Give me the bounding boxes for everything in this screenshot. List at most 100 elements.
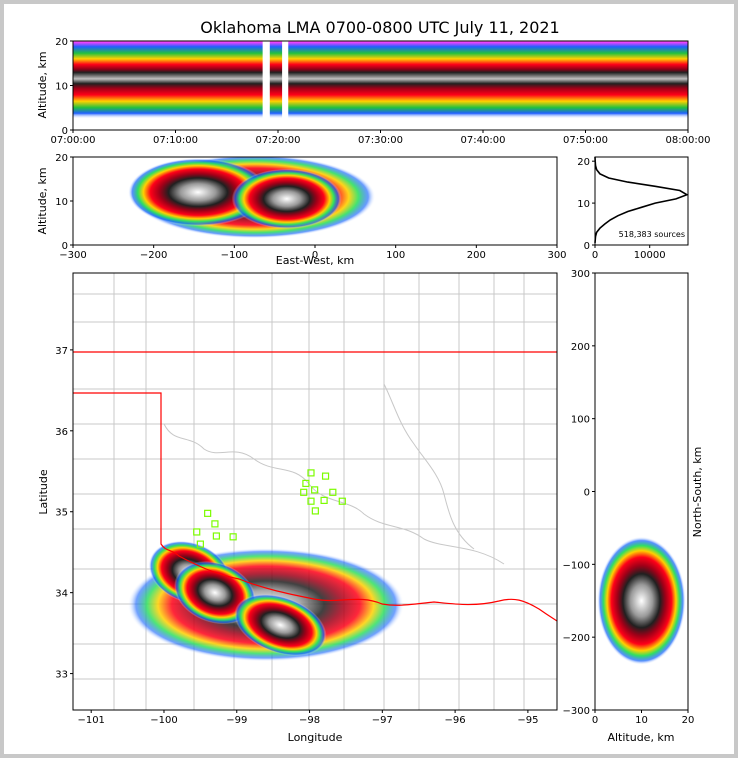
east-west-yticks: 0 10 20: [55, 153, 73, 252]
time-series-xticks: 07:00:00 07:10:00 07:20:00 07:30:00 07:40:00…: [51, 130, 711, 146]
time-series-ylabel: Altitude, km: [36, 51, 49, 118]
east-west-x-tick-label: −100: [221, 250, 248, 261]
north-south-y-tick-label: 200: [571, 342, 590, 353]
histogram-xticks: 0 10000: [592, 245, 666, 261]
plan-view-y-tick-label: 36: [55, 427, 68, 438]
north-south-y-tick-label: 100: [571, 415, 590, 426]
station-marker: [302, 479, 310, 488]
time-series-band: [73, 41, 688, 119]
station-marker: [311, 507, 319, 515]
east-west-x-tick-label: −300: [59, 250, 86, 261]
station-marker: [321, 472, 330, 480]
time-series-x-tick-label: 07:50:00: [563, 135, 608, 146]
north-south-panel: [597, 536, 686, 665]
plan-view-ylabel: Latitude: [37, 469, 50, 515]
north-south-x-tick-label: 0: [592, 715, 598, 726]
time-series-panel: [73, 41, 688, 130]
station-marker: [307, 469, 315, 477]
north-south-y-tick-label: −200: [563, 633, 590, 644]
time-series-x-tick-label: 08:00:00: [666, 135, 711, 146]
station-marker: [196, 540, 204, 548]
plan-view-x-tick-label: −101: [77, 715, 104, 726]
station-marker: [229, 533, 237, 541]
plan-view-core: [234, 594, 327, 657]
sources-annotation: 518,383 sources: [619, 230, 685, 239]
time-series-x-tick-label: 07:10:00: [153, 135, 198, 146]
east-west-ylabel: Altitude, km: [36, 167, 49, 234]
time-series-y-tick-label: 20: [55, 37, 68, 48]
plan-view-x-tick-label: −96: [445, 715, 466, 726]
north-south-y-tick-label: −300: [563, 706, 590, 717]
north-south-x-tick-label: 10: [635, 715, 648, 726]
plan-view-xlabel: Longitude: [288, 731, 343, 744]
histogram-x-tick-label: 0: [592, 250, 598, 261]
station-marker: [311, 486, 319, 494]
east-west-x-tick-label: −200: [140, 250, 167, 261]
station-marker: [193, 528, 201, 536]
plan-view-core: [174, 561, 256, 625]
north-south-xticks: 0 10 20: [592, 710, 695, 726]
east-west-x-tick-label: 0: [312, 250, 318, 261]
station-markers: [193, 469, 346, 548]
chart-title: Oklahoma LMA 0700-0800 UTC July 11, 2021: [200, 18, 559, 37]
plan-view-panel: [73, 273, 557, 710]
east-west-y-tick-label: 0: [62, 241, 68, 252]
east-west-core: [231, 168, 342, 229]
north-south-y-tick-label: −100: [563, 560, 590, 571]
station-marker: [204, 509, 212, 517]
north-south-ylabel: North-South, km: [691, 447, 704, 538]
north-south-yticks: −300 −200 −100 0 100 200 300: [563, 269, 595, 717]
station-marker: [320, 496, 328, 505]
histogram-y-tick-label: 20: [577, 157, 590, 168]
station-marker: [338, 497, 346, 505]
plan-view-axes: [72, 272, 558, 711]
station-marker: [211, 520, 219, 528]
histogram-x-tick-label: 10000: [634, 250, 666, 261]
east-west-xlabel: East-West, km: [276, 254, 354, 267]
plan-view-y-tick-label: 35: [55, 508, 68, 519]
east-west-y-tick-label: 20: [55, 153, 68, 164]
north-south-xlabel: Altitude, km: [607, 731, 674, 744]
plan-view-x-tick-label: −98: [299, 715, 320, 726]
histogram-line: [594, 156, 689, 243]
plan-view-x-tick-label: −99: [226, 715, 247, 726]
north-south-y-tick-label: 300: [571, 269, 590, 280]
plan-view-x-tick-label: −95: [517, 715, 538, 726]
east-west-panel: [128, 157, 376, 239]
east-west-x-tick-label: 300: [547, 250, 566, 261]
time-series-x-tick-label: 07:00:00: [51, 135, 96, 146]
time-series-x-tick-label: 07:40:00: [461, 135, 506, 146]
time-series-x-tick-label: 07:30:00: [358, 135, 403, 146]
plan-view-y-tick-label: 37: [55, 346, 68, 357]
plan-view-x-tick-label: −100: [150, 715, 177, 726]
time-series-yticks: 0 10 20: [55, 37, 73, 137]
time-series-gap: [262, 41, 270, 130]
plan-view-yticks: 33 34 35 36 37: [55, 346, 73, 681]
north-south-x-tick-label: 20: [682, 715, 695, 726]
station-marker: [300, 488, 308, 496]
time-series-gap: [282, 41, 289, 130]
figure-frame: Oklahoma LMA 0700-0800 UTC July 11, 2021…: [4, 4, 734, 754]
time-series-y-tick-label: 0: [62, 126, 68, 137]
histogram-y-tick-label: 0: [584, 241, 590, 252]
east-west-y-tick-label: 10: [55, 197, 68, 208]
time-series-x-tick-label: 07:20:00: [256, 135, 301, 146]
station-marker: [307, 497, 315, 505]
plan-view-y-tick-label: 33: [55, 670, 68, 681]
plan-view-cores: [127, 540, 405, 662]
plan-view-x-tick-label: −97: [372, 715, 393, 726]
histogram-y-tick-label: 10: [577, 199, 590, 210]
east-west-x-tick-label: 200: [467, 250, 486, 261]
north-south-y-tick-label: 0: [584, 488, 590, 499]
plan-view-y-tick-label: 34: [55, 589, 68, 600]
plan-view-xticks: −101 −100 −99 −98 −97 −96 −95: [77, 710, 538, 726]
time-series-y-tick-label: 10: [55, 82, 68, 93]
east-west-xticks: −300 −200 −100 0 100 200 300: [59, 245, 567, 261]
east-west-core: [128, 158, 269, 227]
lma-figure: Oklahoma LMA 0700-0800 UTC July 11, 2021…: [36, 18, 711, 744]
station-marker: [329, 488, 337, 496]
north-south-core: [597, 536, 686, 665]
east-west-x-tick-label: 100: [386, 250, 405, 261]
state-border: [73, 351, 557, 622]
station-marker: [212, 532, 220, 540]
